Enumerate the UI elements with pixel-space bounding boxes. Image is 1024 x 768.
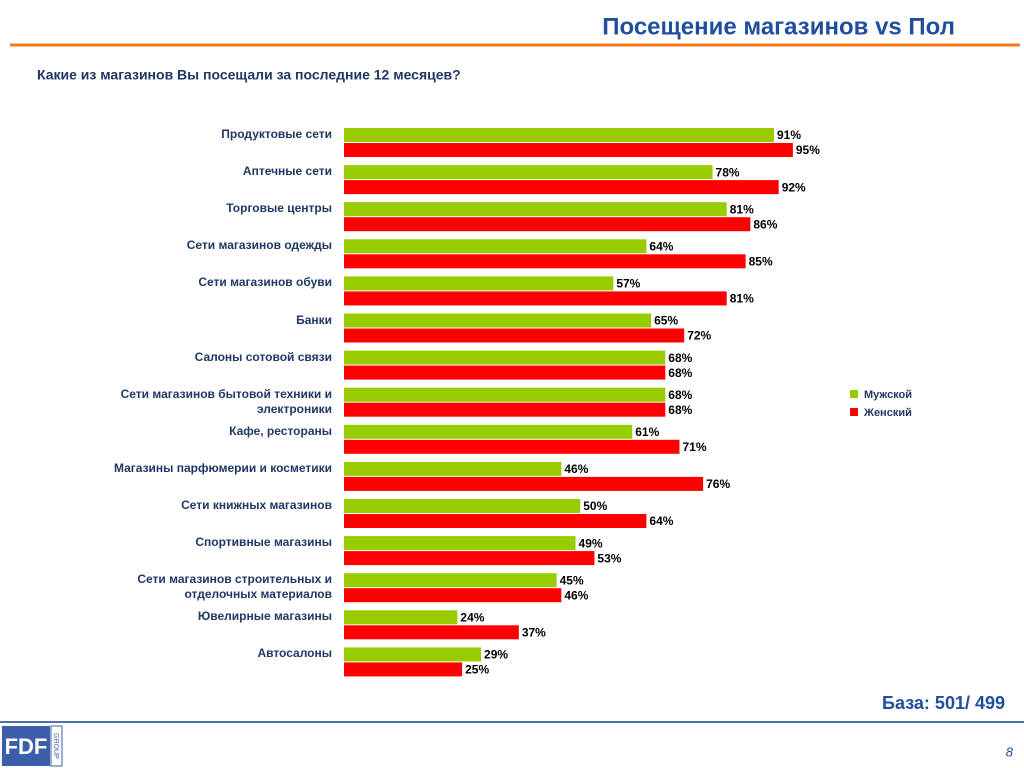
bar — [344, 202, 727, 217]
bar — [344, 536, 576, 551]
bar — [344, 313, 652, 328]
value-label: 68% — [668, 366, 692, 380]
bar — [344, 625, 519, 640]
category-label: Продуктовые сети — [221, 127, 332, 141]
value-label: 50% — [583, 499, 607, 513]
value-label: 64% — [649, 239, 673, 253]
value-label: 92% — [782, 180, 806, 194]
category-label: Салоны сотовой связи — [194, 349, 332, 364]
base-note: База: 501/ 499 — [882, 693, 1005, 713]
bar — [344, 610, 458, 625]
bar — [344, 439, 680, 454]
subtitle: Какие из магазинов Вы посещали за послед… — [37, 67, 461, 83]
value-label: 78% — [716, 165, 740, 179]
bar — [344, 143, 793, 157]
category-label: Ювелирные магазины — [197, 609, 332, 624]
legend-label: Женский — [863, 407, 912, 419]
value-label: 49% — [579, 536, 603, 550]
logo: FDF GROUP — [2, 725, 63, 767]
bar — [344, 217, 751, 232]
value-label: 24% — [460, 610, 484, 624]
bar — [344, 588, 562, 603]
category-label: Кафе, рестораны — [229, 423, 332, 438]
value-label: 91% — [777, 128, 801, 142]
category-label: Аптечные сети — [242, 164, 332, 179]
value-label: 46% — [564, 462, 588, 476]
category-label: Сети магазинов бытовой техники и электро… — [120, 386, 332, 416]
bar — [344, 128, 774, 142]
bar — [344, 276, 614, 291]
bar — [344, 424, 633, 439]
category-label: Торговые центры — [226, 201, 332, 216]
value-label: 65% — [654, 314, 678, 328]
bar — [344, 499, 581, 513]
category-label: Магазины парфюмерии и косметики — [113, 460, 332, 475]
legend-swatch — [850, 408, 858, 416]
page-number: 8 — [1006, 744, 1014, 759]
value-label: 72% — [687, 329, 711, 343]
value-label: 81% — [730, 292, 754, 306]
category-label: Сети магазинов обуви — [198, 275, 332, 290]
logo-box — [2, 726, 50, 766]
bar — [344, 328, 685, 343]
logo-side — [50, 725, 63, 767]
legend-label: Мужской — [864, 389, 912, 401]
value-label: 53% — [597, 551, 621, 565]
slide-title: Посещение магазинов vs Пол — [602, 13, 955, 40]
bar — [344, 387, 666, 402]
value-label: 68% — [668, 351, 692, 365]
value-label: 25% — [465, 663, 489, 677]
category-label: Сети книжных магазинов — [181, 498, 332, 512]
bar — [344, 254, 746, 269]
category-label: Сети магазинов одежды — [186, 238, 332, 253]
value-label: 95% — [796, 143, 820, 157]
category-label: Банки — [296, 312, 332, 327]
value-label: 85% — [749, 254, 773, 268]
bar — [344, 165, 713, 180]
value-label: 71% — [682, 440, 706, 454]
category-label: Сети магазинов строительных и отделочных… — [137, 572, 332, 602]
value-label: 61% — [635, 425, 659, 439]
value-label: 76% — [706, 477, 730, 491]
bar — [344, 662, 463, 677]
value-label: 29% — [484, 648, 508, 662]
bar — [344, 365, 666, 380]
bar — [344, 647, 482, 662]
bar — [344, 402, 666, 417]
value-label: 46% — [564, 588, 588, 602]
value-label: 81% — [730, 202, 754, 216]
bar — [344, 180, 779, 195]
category-label: Автосалоны — [257, 646, 332, 661]
category-label: Спортивные магазины — [195, 535, 332, 550]
bar — [344, 291, 727, 306]
logo-sub: GROUP — [52, 733, 59, 759]
logo-text: FDF — [5, 734, 48, 759]
bar — [344, 551, 595, 566]
bar — [344, 514, 647, 528]
value-label: 57% — [616, 277, 640, 291]
value-label: 86% — [753, 217, 777, 231]
legend-swatch — [850, 390, 858, 398]
value-label: 68% — [668, 388, 692, 402]
bar — [344, 461, 562, 476]
bar — [344, 239, 647, 254]
value-label: 64% — [649, 514, 673, 528]
value-label: 37% — [522, 625, 546, 639]
bar — [344, 573, 557, 588]
value-label: 45% — [560, 573, 584, 587]
bar — [344, 476, 704, 491]
value-label: 68% — [668, 403, 692, 417]
bar — [344, 350, 666, 365]
